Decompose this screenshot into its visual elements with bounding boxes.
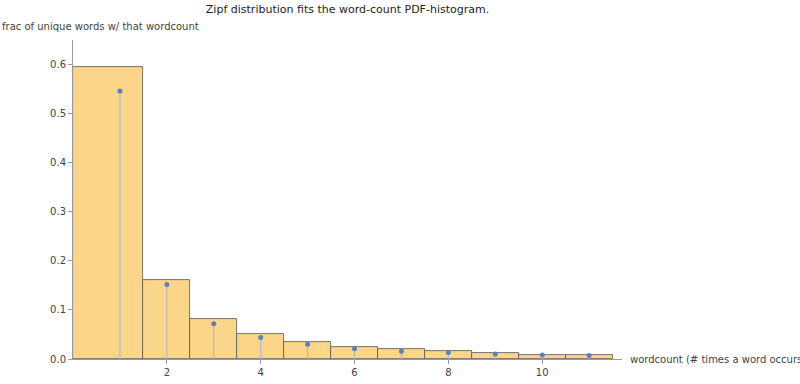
svg-text:frac of unique words w/ that w: frac of unique words w/ that wordcount	[2, 21, 199, 32]
svg-text:0.5: 0.5	[50, 108, 66, 119]
svg-text:wordcount (# times a word occu: wordcount (# times a word occurs)	[630, 354, 800, 365]
svg-text:10: 10	[536, 367, 549, 378]
svg-text:0.1: 0.1	[50, 304, 66, 315]
svg-text:0.0: 0.0	[50, 354, 66, 365]
svg-text:2: 2	[164, 367, 170, 378]
svg-text:6: 6	[351, 367, 357, 378]
svg-text:0.2: 0.2	[50, 255, 66, 266]
svg-text:0.4: 0.4	[50, 157, 66, 168]
svg-text:8: 8	[445, 367, 451, 378]
svg-text:4: 4	[258, 367, 264, 378]
svg-text:Zipf distribution fits the wor: Zipf distribution fits the word-count PD…	[206, 3, 489, 16]
svg-text:0.3: 0.3	[50, 206, 66, 217]
svg-text:0.6: 0.6	[50, 59, 66, 70]
